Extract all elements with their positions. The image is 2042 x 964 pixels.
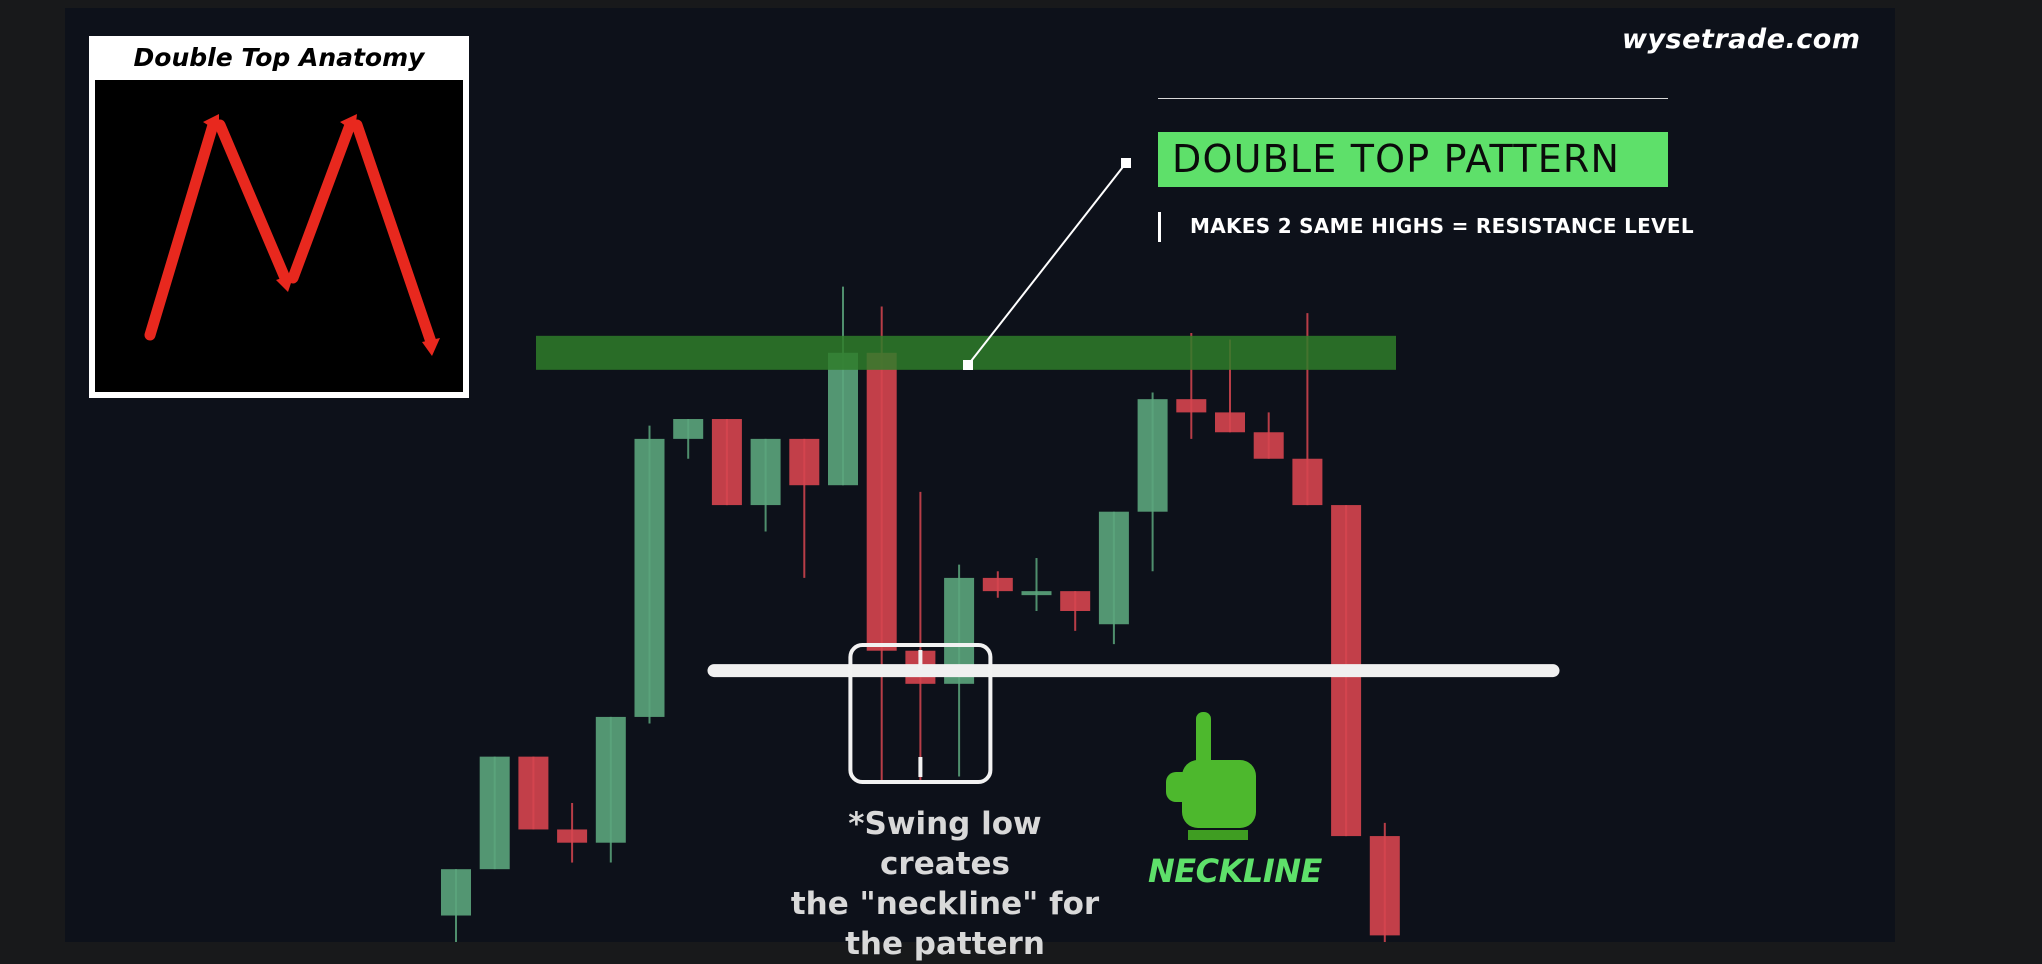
candle-body [1369,836,1400,936]
double-top-anatomy-inset: Double Top Anatomy [89,36,469,398]
subtitle-accent-bar [1158,212,1161,242]
candle-body [1060,591,1091,611]
callout-pointer-line [967,162,1127,366]
candle-body [1098,511,1129,625]
candle-body [1253,432,1284,459]
pointing-hand-icon [1166,712,1256,840]
callout-pointer-end [963,360,973,370]
inset-diagram [95,80,463,392]
candle-body [1176,399,1207,413]
candle-body [479,756,510,870]
candle-body [518,756,549,830]
pattern-label: DOUBLE TOP PATTERN [1158,132,1668,187]
swing-note-line-2: the "neckline" for [790,886,1100,922]
candle-body [1292,458,1323,506]
swing-low-focus-box [848,643,993,784]
inset-title: Double Top Anatomy [133,43,425,72]
candlestick-chart [441,158,1560,942]
candle-body [982,577,1013,592]
swing-note-line-1: *Swing low creates [848,806,1042,882]
candle-body [866,352,897,651]
callout-divider [1158,98,1668,99]
candle-body [557,829,588,843]
swing-note-line-3: the pattern [845,926,1045,962]
candle-body [828,352,858,486]
candle-body [789,438,820,486]
candle-body [750,438,781,506]
swing-low-note: *Swing low creates the "neckline" for th… [780,804,1110,964]
candle-body [711,419,742,506]
candle-body [1021,591,1052,596]
m-shape-arrows [144,114,440,356]
pattern-subtitle: MAKES 2 SAME HIGHS = RESISTANCE LEVEL [1190,214,1694,238]
brand-logo: wysetrade.com [1622,24,1861,55]
candle-body [1215,412,1245,433]
candle-body [441,869,471,916]
candle-body [673,419,704,439]
candle-body [595,716,626,843]
candle-body [1137,399,1168,512]
neckline-label: NECKLINE [1148,852,1322,890]
callout-pointer-start [1121,158,1131,168]
candle-body [634,438,665,717]
